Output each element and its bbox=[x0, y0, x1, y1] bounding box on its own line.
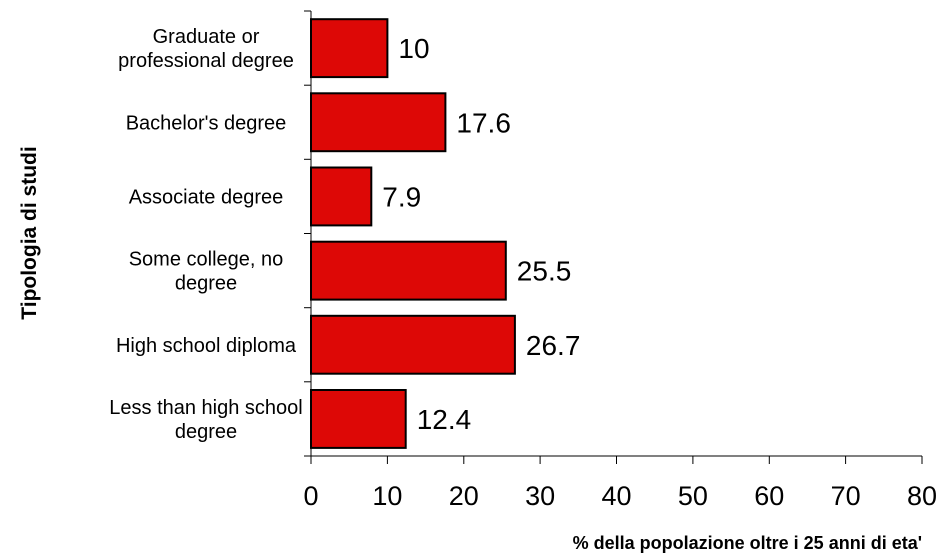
category-label: Associate degree bbox=[129, 186, 284, 208]
bar-value-label: 25.5 bbox=[517, 256, 572, 287]
x-tick-label: 10 bbox=[372, 481, 402, 511]
category-label: Graduate or bbox=[153, 26, 260, 48]
category-label: degree bbox=[175, 421, 237, 443]
axes: 0 10 20 30 40 50 60 70 80 bbox=[303, 10, 937, 511]
x-tick-label: 30 bbox=[525, 481, 555, 511]
category-label: High school diploma bbox=[116, 335, 297, 357]
bar bbox=[310, 92, 447, 153]
category-label: professional degree bbox=[118, 50, 294, 72]
bar-value-label: 10 bbox=[398, 33, 429, 64]
bar-value-label: 7.9 bbox=[382, 181, 421, 212]
category-label: degree bbox=[175, 273, 237, 295]
x-tick-label: 60 bbox=[754, 481, 784, 511]
category-label: Some college, no bbox=[129, 249, 284, 271]
bar-value-label: 26.7 bbox=[526, 330, 581, 361]
x-tick-label: 20 bbox=[449, 481, 479, 511]
bar-value-label: 12.4 bbox=[417, 404, 472, 435]
bar bbox=[310, 18, 389, 79]
bar bbox=[310, 389, 407, 449]
value-labels: 10 17.6 7.9 25.5 26.7 12.4 bbox=[382, 33, 580, 435]
category-label: Bachelor's degree bbox=[126, 112, 287, 134]
x-tick-label: 70 bbox=[831, 481, 861, 511]
x-tick-label: 50 bbox=[678, 481, 708, 511]
y-axis-title: Tipologia di studi bbox=[18, 146, 41, 319]
x-tick-label: 0 bbox=[303, 481, 318, 511]
bar bbox=[310, 166, 373, 227]
bars-layer bbox=[310, 18, 516, 449]
category-label: Less than high school bbox=[109, 397, 302, 419]
x-tick-label: 40 bbox=[601, 481, 631, 511]
x-axis-title: % della popolazione oltre i 25 anni di e… bbox=[573, 533, 922, 553]
bar-value-label: 17.6 bbox=[456, 107, 511, 138]
bar bbox=[310, 314, 516, 375]
bar bbox=[310, 240, 507, 301]
x-tick-label: 80 bbox=[907, 481, 937, 511]
